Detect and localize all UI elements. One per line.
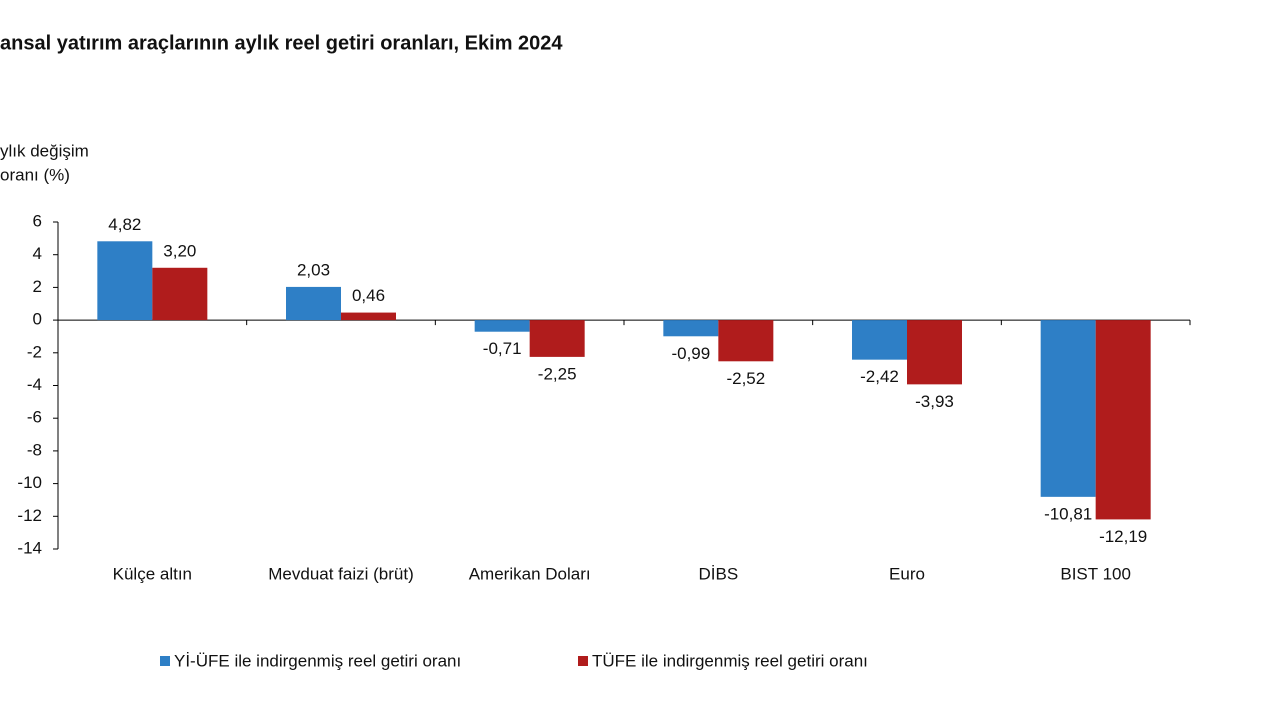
y-tick-label: 4 bbox=[33, 244, 42, 263]
y-axis-label: ylık değişim bbox=[0, 141, 89, 160]
bar bbox=[907, 320, 962, 385]
data-label: -0,71 bbox=[483, 339, 522, 358]
x-tick-label: Amerikan Doları bbox=[469, 564, 591, 583]
bar bbox=[1040, 320, 1096, 497]
y-tick-label: -14 bbox=[17, 538, 42, 557]
y-tick-label: -8 bbox=[27, 440, 42, 459]
x-tick-label: Euro bbox=[889, 564, 925, 583]
legend-label: Yİ-ÜFE ile indirgenmiş reel getiri oranı bbox=[174, 651, 461, 670]
data-label: -2,42 bbox=[860, 367, 899, 386]
bar bbox=[529, 320, 585, 357]
data-label: -0,99 bbox=[671, 344, 710, 363]
legend-swatch bbox=[578, 656, 588, 666]
y-tick-label: -10 bbox=[17, 473, 42, 492]
data-label: 3,20 bbox=[163, 241, 196, 260]
bar bbox=[152, 267, 208, 321]
y-axis-label: oranı (%) bbox=[0, 165, 70, 184]
y-tick-label: 2 bbox=[33, 277, 42, 296]
x-tick-label: DİBS bbox=[698, 564, 738, 583]
data-label: -12,19 bbox=[1099, 527, 1147, 546]
bar bbox=[341, 312, 396, 321]
bar bbox=[852, 320, 907, 360]
data-label: -3,93 bbox=[915, 392, 954, 411]
bar bbox=[718, 320, 774, 362]
y-tick-label: 0 bbox=[33, 310, 42, 329]
legend-swatch bbox=[160, 656, 170, 666]
data-label: 2,03 bbox=[297, 260, 330, 279]
data-label: 4,82 bbox=[108, 215, 141, 234]
chart-title: ansal yatırım araçlarının aylık reel get… bbox=[0, 32, 563, 54]
data-label: -2,52 bbox=[726, 369, 765, 388]
x-tick-label: Külçe altın bbox=[113, 564, 192, 583]
y-tick-label: -6 bbox=[27, 408, 42, 427]
y-tick-label: 6 bbox=[33, 211, 42, 230]
bar bbox=[286, 286, 341, 321]
legend-label: TÜFE ile indirgenmiş reel getiri oranı bbox=[592, 651, 868, 670]
x-tick-label: Mevduat faizi (brüt) bbox=[268, 564, 414, 583]
y-tick-label: -4 bbox=[27, 375, 42, 394]
bar bbox=[474, 320, 530, 332]
data-label: -2,25 bbox=[538, 364, 577, 383]
data-label: -10,81 bbox=[1044, 504, 1092, 523]
x-tick-label: BIST 100 bbox=[1060, 564, 1131, 583]
bar bbox=[663, 320, 719, 337]
y-tick-label: -12 bbox=[17, 506, 42, 525]
bar bbox=[97, 241, 153, 321]
data-label: 0,46 bbox=[352, 286, 385, 305]
bar bbox=[1095, 320, 1151, 520]
y-tick-label: -2 bbox=[27, 342, 42, 361]
